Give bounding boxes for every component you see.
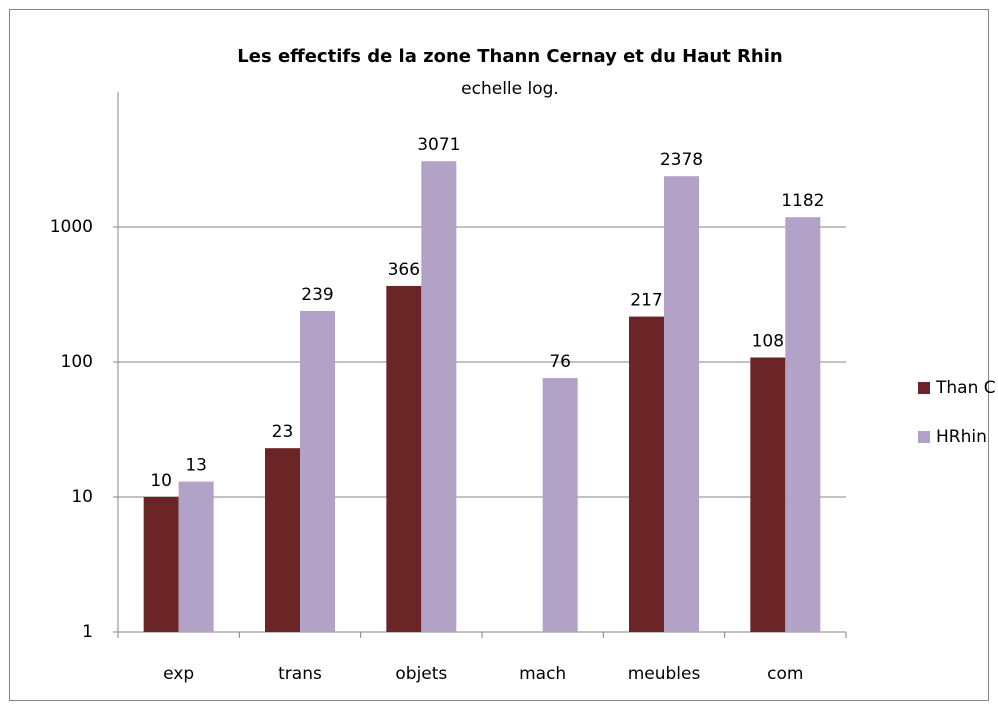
value-label: 108 [752,331,784,351]
bar [300,310,335,632]
value-label: 217 [630,291,662,311]
bar [664,176,699,632]
legend-swatch [918,382,930,394]
value-label: 13 [185,456,207,476]
bar [386,285,422,632]
bar [178,481,214,632]
value-label: 1182 [781,191,824,211]
value-label: 3071 [417,135,460,155]
bar [542,378,578,632]
y-tick-label: 10 [71,487,93,507]
value-label: 366 [388,260,420,280]
x-tick-label: trans [278,664,322,684]
value-label: 2378 [660,150,703,170]
value-label: 239 [301,285,333,305]
y-tick-label: 100 [61,352,93,372]
value-label: 10 [150,471,172,491]
y-tick-label: 1000 [50,217,93,237]
legend-swatch [918,431,930,443]
bar [265,448,300,632]
bar [143,497,179,632]
x-tick-label: objets [395,664,447,684]
legend-label: HRhin [936,427,987,447]
bar [750,357,786,632]
value-label: 76 [549,352,571,372]
x-tick-label: com [767,664,803,684]
bar [629,316,664,632]
x-tick-label: meubles [628,664,701,684]
value-label: 23 [272,422,294,442]
y-tick-label: 1 [82,622,93,642]
legend-label: Than C [935,378,996,398]
bar [785,217,821,632]
x-tick-label: exp [163,664,194,684]
chart-title: Les effectifs de la zone Thann Cernay et… [237,46,782,67]
x-tick-label: mach [519,664,566,684]
bar [421,161,457,632]
chart-subtitle: echelle log. [461,79,559,99]
